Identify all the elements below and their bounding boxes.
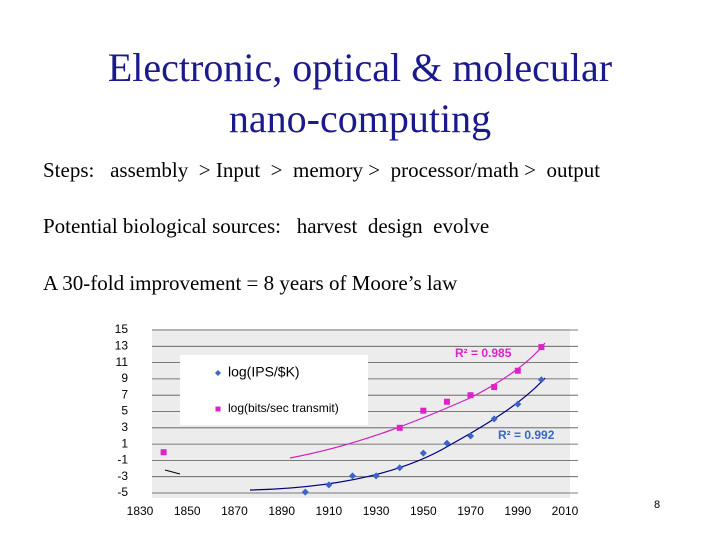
- y-tick-label: 1: [121, 436, 128, 450]
- data-point: [160, 449, 167, 456]
- data-point: [372, 472, 380, 480]
- y-tick-label: 7: [121, 387, 128, 401]
- x-tick-label: 2010: [552, 504, 579, 518]
- data-point: [419, 449, 427, 457]
- bullet-text: Potential biological sources: harvest de…: [43, 214, 490, 238]
- y-tick-label: -3: [117, 469, 128, 483]
- slide-title: nano-computing: [228, 96, 492, 141]
- data-point: [396, 424, 403, 431]
- legend: [180, 355, 368, 425]
- trend-line: [289, 342, 546, 459]
- y-tick-label: 11: [116, 355, 129, 369]
- y-tick-label: 15: [115, 322, 129, 336]
- annotation: R² = 0.985: [455, 346, 512, 360]
- x-tick-label: 1950: [410, 504, 437, 518]
- legend-label: log(IPS/$K): [228, 364, 300, 380]
- data-point: [467, 392, 474, 399]
- data-point: [514, 367, 521, 374]
- x-tick-label: 1890: [268, 504, 295, 518]
- y-tick-label: -5: [117, 485, 128, 499]
- data-point: [538, 344, 545, 351]
- data-point: [349, 472, 356, 480]
- annotation: R² = 0.992: [498, 428, 555, 442]
- slide-title: Electronic, optical & molecular: [107, 45, 613, 90]
- data-point: [514, 400, 522, 408]
- y-tick-label: 3: [121, 420, 128, 434]
- x-tick-label: 1850: [174, 504, 201, 518]
- data-point: [490, 415, 498, 423]
- data-point: [420, 407, 427, 414]
- data-point: [301, 488, 309, 496]
- bullet-text: A 30-fold improvement = 8 years of Moore…: [43, 271, 458, 295]
- x-tick-label: 1830: [127, 504, 154, 518]
- x-tick-label: 1970: [457, 504, 484, 518]
- y-tick-label: 13: [115, 338, 129, 352]
- y-tick-label: 5: [121, 404, 128, 418]
- x-tick-label: 1870: [221, 504, 248, 518]
- y-tick-label: -1: [117, 453, 128, 467]
- x-tick-label: 1930: [363, 504, 390, 518]
- trend-line: [249, 377, 546, 491]
- data-point: [467, 432, 475, 440]
- legend-marker: [215, 406, 221, 412]
- trend-line: [164, 469, 181, 475]
- data-point: [325, 481, 333, 489]
- legend-label: log(bits/sec transmit): [228, 401, 339, 415]
- data-point: [491, 384, 498, 391]
- x-tick-label: 1990: [504, 504, 531, 518]
- data-point: [537, 376, 545, 384]
- bullet-text: Steps: assembly > Input > memory > proce…: [43, 158, 601, 182]
- data-point: [443, 439, 451, 447]
- data-point: [396, 464, 404, 472]
- x-tick-label: 1910: [316, 504, 343, 518]
- legend-marker: [215, 370, 221, 376]
- data-point: [443, 398, 450, 405]
- y-tick-label: 9: [121, 371, 128, 385]
- page-number: 8: [654, 499, 660, 511]
